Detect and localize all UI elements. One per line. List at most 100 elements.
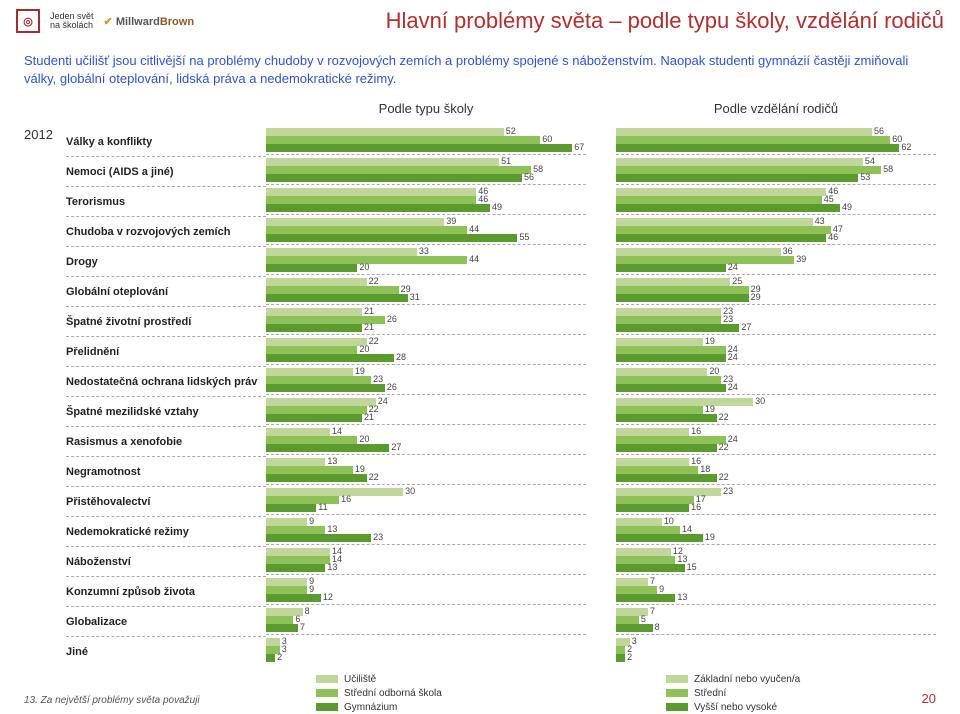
bar: 45 <box>616 196 822 204</box>
bar: 15 <box>616 564 685 572</box>
chart-title-left: Podle typu školy <box>266 97 586 125</box>
bar: 9 <box>616 586 657 594</box>
bar-value: 62 <box>899 142 911 152</box>
bar-value: 14 <box>680 524 692 534</box>
legend-label: Základní nebo vyučen/a <box>694 674 800 685</box>
bar: 19 <box>616 338 703 346</box>
bar: 33 <box>266 248 417 256</box>
bar-value: 24 <box>726 382 738 392</box>
bar-value: 22 <box>717 412 729 422</box>
bar: 28 <box>266 354 394 362</box>
bar: 7 <box>266 624 298 632</box>
bar: 23 <box>266 534 371 542</box>
bar-value: 18 <box>698 464 710 474</box>
row-label: Drogy <box>66 248 266 275</box>
row-labels-column: Války a konfliktyNemoci (AIDS a jiné)Ter… <box>66 97 266 666</box>
bar-value: 36 <box>781 246 793 256</box>
bar-value: 23 <box>371 532 383 542</box>
logo-jsns: Jeden světna školách <box>50 12 94 30</box>
chart-title-right: Podle vzdělání rodičů <box>616 97 936 125</box>
legend-item: Střední <box>666 686 936 700</box>
bar-value: 15 <box>685 562 697 572</box>
bar: 20 <box>266 346 357 354</box>
bar: 22 <box>616 414 717 422</box>
bar-value: 22 <box>717 472 729 482</box>
bar-value: 20 <box>357 262 369 272</box>
legend-item: Střední odborná škola <box>316 686 586 700</box>
bar-value: 22 <box>367 276 379 286</box>
bar-value: 46 <box>476 194 488 204</box>
bar-value: 12 <box>321 592 333 602</box>
bar-value: 22 <box>367 472 379 482</box>
bar-value: 31 <box>408 292 420 302</box>
bar: 56 <box>266 174 522 182</box>
bar: 21 <box>266 308 362 316</box>
bar: 20 <box>266 436 357 444</box>
bar-value: 44 <box>467 254 479 264</box>
bar-value: 27 <box>389 442 401 452</box>
bar-value: 19 <box>353 366 365 376</box>
bar: 22 <box>616 474 717 482</box>
legend-swatch <box>316 703 338 711</box>
bar: 16 <box>266 496 339 504</box>
bar: 23 <box>616 316 721 324</box>
legend-swatch <box>666 675 688 683</box>
bar: 12 <box>616 548 671 556</box>
bar-value: 55 <box>517 232 529 242</box>
bar: 2 <box>266 654 275 662</box>
legend-item: Učiliště <box>316 672 586 686</box>
bar: 43 <box>616 218 813 226</box>
bar: 13 <box>616 556 675 564</box>
bar-value: 13 <box>325 456 337 466</box>
bar: 11 <box>266 504 316 512</box>
bar: 46 <box>616 234 826 242</box>
row-label: Negramotnost <box>66 458 266 485</box>
bar: 22 <box>266 406 367 414</box>
bar: 21 <box>266 324 362 332</box>
legend-swatch <box>666 703 688 711</box>
row-label: Přistěhovalectví <box>66 488 266 515</box>
bar: 53 <box>616 174 858 182</box>
bar-value: 2 <box>625 652 632 662</box>
bar: 29 <box>616 294 749 302</box>
chart-left: Podle typu školy 52606751585646464939445… <box>266 97 586 666</box>
bar: 9 <box>266 586 307 594</box>
bar: 39 <box>266 218 444 226</box>
row-label: Špatné mezilidské vztahy <box>66 398 266 425</box>
bar: 24 <box>616 384 726 392</box>
bar: 7 <box>616 578 648 586</box>
bar-value: 53 <box>858 172 870 182</box>
bar-value: 26 <box>385 314 397 324</box>
bar: 24 <box>616 264 726 272</box>
bar: 2 <box>616 654 625 662</box>
year-label: 2012 <box>24 97 66 666</box>
bar-value: 56 <box>522 172 534 182</box>
legend-swatch <box>316 675 338 683</box>
bar-value: 56 <box>872 126 884 136</box>
bar-value: 23 <box>721 486 733 496</box>
bar-value: 49 <box>490 202 502 212</box>
bar: 6 <box>266 616 293 624</box>
bar-value: 13 <box>325 562 337 572</box>
bar-value: 7 <box>648 576 655 586</box>
bar: 14 <box>266 548 330 556</box>
bar: 25 <box>616 278 730 286</box>
bar: 21 <box>266 414 362 422</box>
bar: 24 <box>266 398 376 406</box>
bar: 16 <box>616 458 689 466</box>
bar: 3 <box>266 638 280 646</box>
bar: 9 <box>266 518 307 526</box>
bar-value: 20 <box>707 366 719 376</box>
bar-value: 39 <box>794 254 806 264</box>
bar: 8 <box>616 624 653 632</box>
bar-value: 7 <box>648 606 655 616</box>
bar-value: 9 <box>657 584 664 594</box>
bar: 29 <box>266 286 399 294</box>
bar: 5 <box>616 616 639 624</box>
legend-swatch <box>316 689 338 697</box>
bar: 46 <box>266 188 476 196</box>
bar: 58 <box>616 166 881 174</box>
bar-value: 25 <box>730 276 742 286</box>
bar: 47 <box>616 226 831 234</box>
bar: 31 <box>266 294 408 302</box>
